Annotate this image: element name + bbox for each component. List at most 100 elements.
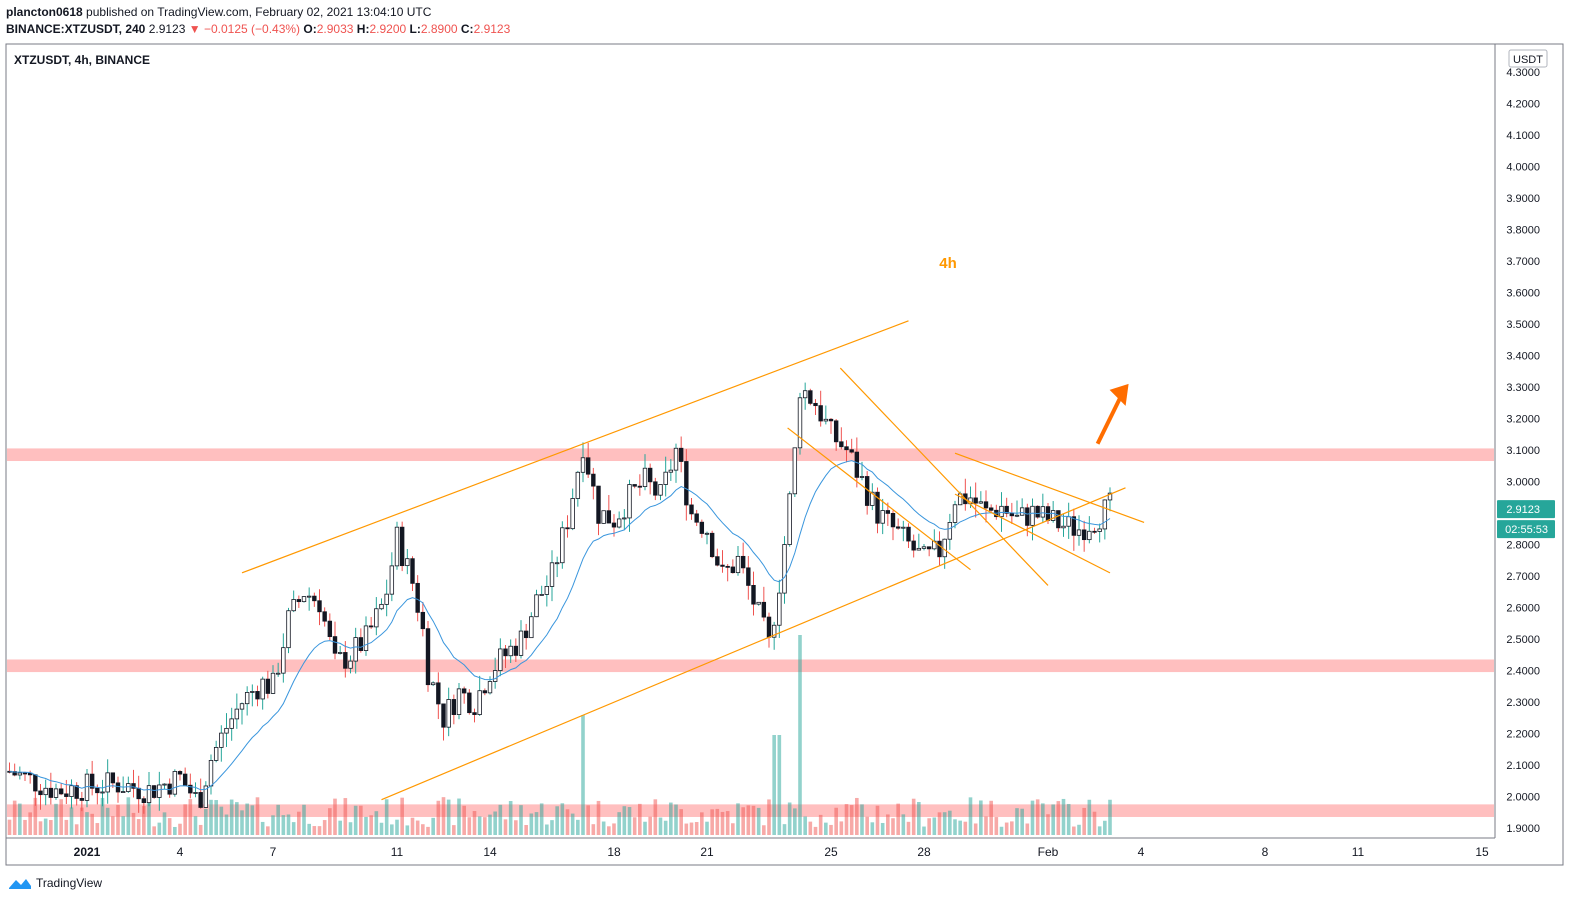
candle-body [1030,505,1035,526]
volume-bar [415,820,420,835]
currency-box[interactable] [1508,49,1548,68]
volume-bar [999,826,1004,835]
candle-body [203,785,209,808]
volume-bar [80,807,84,835]
candle-body [487,681,493,694]
volume-bar [1097,826,1102,835]
price-tick-label: 2.5000 [1506,634,1540,646]
candle-body [177,771,183,775]
candle-body [988,507,994,511]
volume-bar [1056,801,1061,835]
volume-bar [839,821,844,835]
volume-bar [467,817,472,835]
candle-body [560,527,565,564]
volume-bar [736,803,740,835]
open-label: O: [303,22,317,36]
volume-bar [1041,803,1045,835]
candle-body [472,712,477,715]
candle-body [534,594,539,618]
candle-body [1092,530,1097,533]
candle-body [704,532,710,535]
volume-bar [663,820,668,835]
volume-bar [560,803,565,835]
candle-body [208,760,214,787]
candle-body [306,595,312,598]
candle-body [678,447,684,462]
volume-bar [152,826,156,835]
price-tick-label: 4.1000 [1506,130,1540,142]
volume-bar [684,823,689,835]
candle-body [1061,525,1066,529]
candle-body [286,610,291,649]
time-tick-label: 18 [607,845,621,859]
candle-body [1050,510,1056,521]
volume-bar [312,826,317,835]
volume-bar [405,825,410,835]
candle-body [74,785,79,799]
volume-bar [958,820,962,835]
down-triangle-icon: ▼ [188,22,201,36]
time-tick-label: 11 [391,845,404,859]
candle-body [482,690,488,694]
candle-body [312,595,317,602]
volume-bar [359,805,363,835]
candle-body [1025,507,1030,526]
volume-bar [973,823,978,835]
volume-bar [33,797,38,835]
candle-body [839,441,844,448]
volume-bar [49,820,53,835]
candle-body [1107,492,1113,501]
support-resistance-zone [7,659,1494,673]
candle-body [808,390,813,404]
candle-body [48,787,54,798]
volume-bar [953,819,957,835]
candle-body [622,517,627,520]
candle-body [901,526,906,529]
low-value: 2.8900 [420,22,458,36]
volume-bar [932,817,937,835]
volume-bar [756,807,761,835]
volume-bar [911,798,916,835]
volume-bar [963,821,968,835]
close-label: C: [460,22,474,36]
candle-body [823,418,829,422]
support-resistance-zone [7,448,1494,462]
price-tick-label: 3.6000 [1506,288,1540,300]
candle-body [570,498,575,530]
volume-bar [281,815,286,835]
time-tick-label: Feb [1038,845,1059,859]
footer-brand[interactable]: TradingView [8,876,102,890]
candle-body [405,558,410,567]
candle-body [441,703,446,728]
price-tick-label: 3.4000 [1506,351,1540,363]
volume-bar [498,804,503,835]
candle-body [632,484,637,487]
volume-bar [183,804,187,835]
candle-body [265,678,271,694]
price-tick-label: 2.7000 [1506,571,1540,583]
volume-bar [937,812,942,835]
volume-bar [379,822,384,835]
ohlc-line: BINANCE:XTZUSDT, 240 2.9123 ▼ −0.0125 (−… [6,22,510,36]
last-price-label: 2.9123 [1506,504,1540,516]
candle-body [337,652,343,654]
volume-bar [865,816,869,835]
candle-body [668,469,674,473]
volume-bar [477,816,482,835]
volume-bar [1004,822,1009,835]
price-tick-label: 2.0000 [1506,792,1540,804]
candle-body [699,521,705,534]
volume-bar [384,799,389,835]
close-value: 2.9123 [473,22,511,36]
volume-bar [514,820,518,835]
candle-body [1097,528,1102,532]
volume-bar [844,804,849,835]
volume-bar [891,818,895,835]
volume-bar [803,816,807,835]
open-value: 2.9033 [316,22,354,36]
time-tick-label: 8 [1262,845,1269,859]
candle-body [606,510,612,524]
volume-bar [627,807,632,835]
candle-body [947,522,953,540]
